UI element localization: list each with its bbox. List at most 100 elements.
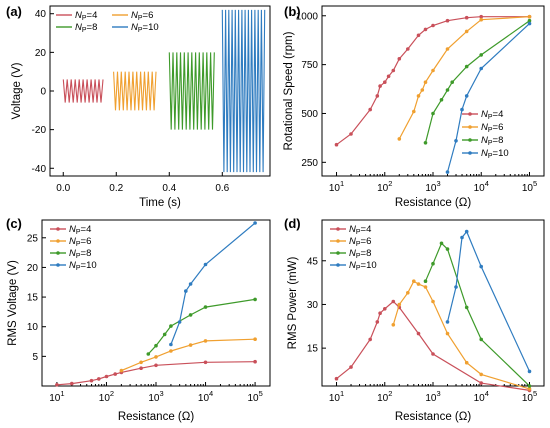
data-point-Np6 — [412, 279, 416, 284]
series-line-Np10 — [446, 230, 531, 372]
x-tick-label: 105 — [522, 179, 537, 194]
data-point-Np4 — [383, 80, 387, 84]
legend-entry-Np4: NP=4 — [75, 10, 97, 22]
legend-marker-Np10 — [56, 263, 60, 267]
y-tick-label: 750 — [301, 60, 318, 71]
data-point-Np6 — [416, 94, 421, 98]
y-tick-label: -20 — [32, 125, 47, 136]
series-line-Np10 — [446, 23, 530, 173]
legend-marker-Np6 — [56, 239, 60, 243]
data-point-Np8 — [146, 352, 151, 356]
data-point-Np10 — [184, 289, 188, 293]
data-point-Np6 — [423, 285, 428, 289]
data-point-Np10 — [203, 262, 208, 267]
legend-entry-Np6: NP=6 — [131, 10, 153, 22]
data-point-Np4 — [397, 57, 402, 61]
panel-b-xticks: 101 102 103 104 105 — [329, 172, 537, 194]
data-point-Np8 — [464, 64, 469, 69]
panel-d-xlabel: Resistance (Ω) — [395, 411, 472, 423]
data-point-Np8 — [423, 141, 428, 145]
panel-a-legend: NP=4 NP=6 NP=8 NP=10 — [56, 10, 159, 34]
data-point-Np4 — [375, 320, 380, 324]
data-point-Np10 — [464, 94, 469, 98]
legend-entry-Np4: NP=4 — [349, 224, 371, 236]
data-point-Np4 — [391, 299, 396, 304]
data-point-Np4 — [368, 107, 373, 112]
y-tick-label: 15 — [27, 293, 39, 304]
panel-b-ylabel: Rotational Speed (rpm) — [283, 31, 295, 150]
x-tick-label: 101 — [329, 179, 344, 194]
data-point-Np10 — [527, 369, 532, 374]
series-line-Np8 — [147, 298, 256, 355]
data-point-Np8 — [464, 305, 469, 310]
data-point-Np6 — [464, 360, 469, 365]
data-point-Np6 — [119, 368, 124, 373]
panel-b-frame — [321, 5, 545, 177]
data-point-Np4 — [104, 374, 109, 379]
series-line-Np4 — [336, 300, 530, 391]
data-point-Np6 — [397, 302, 402, 307]
data-point-Np10 — [454, 285, 458, 289]
data-point-Np6 — [154, 355, 158, 359]
panel-d-legend: NP=4NP=6NP=8NP=10 — [330, 224, 377, 272]
y-tick-label: 15 — [307, 344, 319, 355]
data-point-Np6 — [416, 282, 421, 286]
panel-c-label: (c) — [6, 216, 22, 231]
legend-marker-Np10 — [468, 151, 472, 155]
x-tick-label: 104 — [474, 179, 489, 194]
data-point-Np6 — [479, 17, 484, 22]
panel-d-plot — [334, 229, 532, 393]
data-point-Np8 — [527, 18, 532, 23]
data-point-Np6 — [445, 331, 450, 336]
data-point-Np4 — [334, 142, 339, 147]
data-point-Np8 — [527, 384, 532, 388]
y-tick-label: 25 — [27, 233, 39, 244]
data-point-Np4 — [55, 383, 59, 387]
legend-entry-Np10: NP=10 — [69, 260, 97, 272]
data-point-Np6 — [423, 80, 428, 84]
data-point-Np8 — [423, 279, 428, 284]
data-point-Np10 — [169, 342, 173, 347]
panel-b-plot — [334, 14, 532, 174]
panel-b-yticks: 250 500 750 1000 — [296, 11, 326, 169]
y-tick-label: 10 — [27, 322, 39, 333]
legend-marker-Np6 — [468, 125, 472, 129]
panel-c-legend: NP=4NP=6NP=8NP=10 — [50, 224, 97, 272]
data-point-Np6 — [464, 29, 469, 34]
series-line-Np6 — [121, 338, 256, 372]
legend-entry-Np8: NP=8 — [75, 22, 97, 34]
data-point-Np10 — [445, 170, 450, 174]
panel-a-plot — [62, 9, 266, 173]
data-point-Np10 — [253, 221, 257, 225]
data-point-Np8 — [162, 332, 167, 337]
data-point-Np10 — [445, 320, 450, 324]
data-point-Np10 — [188, 282, 193, 286]
data-point-Np4 — [378, 311, 382, 316]
x-tick-label: 101 — [329, 389, 344, 404]
legend-marker-Np8 — [336, 251, 340, 255]
x-tick-label: 102 — [377, 179, 392, 194]
data-point-Np10 — [454, 139, 458, 143]
y-tick-label: 20 — [27, 263, 39, 274]
data-point-Np6 — [169, 349, 173, 353]
data-point-Np6 — [253, 337, 257, 342]
y-tick-label: 0 — [40, 87, 46, 98]
y-tick-label: 45 — [307, 256, 319, 267]
x-tick-label: 105 — [247, 389, 262, 404]
y-tick-label: 5 — [32, 352, 38, 363]
x-tick-label: 104 — [474, 389, 489, 404]
data-point-Np4 — [445, 18, 450, 23]
panel-a-xticks: 0.0 0.2 0.4 0.6 — [56, 172, 230, 194]
x-tick-label: 103 — [425, 179, 440, 194]
x-tick-label: 102 — [377, 389, 392, 404]
panel-d-label: (d) — [284, 216, 301, 231]
data-point-Np4 — [368, 337, 373, 342]
data-point-Np8 — [439, 98, 444, 102]
data-point-Np10 — [460, 235, 464, 240]
data-point-Np6 — [527, 14, 532, 19]
panel-a-xlabel: Time (s) — [139, 197, 181, 209]
legend-entry-Np4: NP=4 — [69, 224, 91, 236]
data-point-Np4 — [391, 68, 396, 73]
legend-entry-Np6: NP=6 — [349, 236, 371, 248]
data-point-Np4 — [203, 360, 208, 365]
